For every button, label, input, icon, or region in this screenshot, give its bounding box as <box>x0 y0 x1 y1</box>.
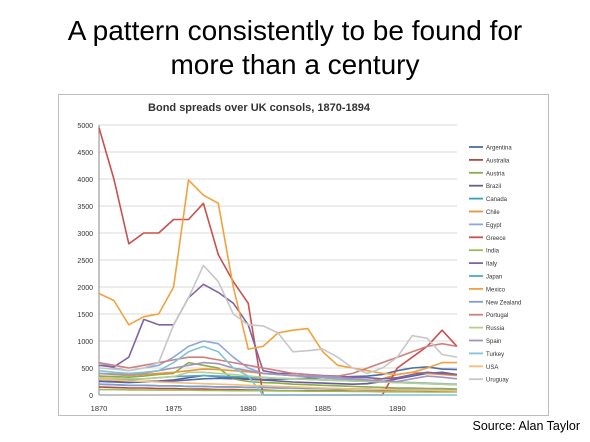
legend-label: Australia <box>486 158 510 164</box>
legend-label: USA <box>486 365 498 371</box>
legend-label: Argentina <box>486 146 512 152</box>
slide-title-line-2: more than a century <box>170 49 420 80</box>
y-tick-label: 4500 <box>77 150 93 157</box>
series-line-usa <box>98 378 458 392</box>
x-tick-label: 1885 <box>314 404 331 413</box>
x-tick-label: 1870 <box>91 404 108 413</box>
y-tick-label: 4000 <box>77 177 93 184</box>
legend-label: Turkey <box>486 352 504 358</box>
legend-label: Spain <box>486 339 501 345</box>
legend-label: India <box>486 249 500 255</box>
x-tick-label: 1875 <box>165 404 182 413</box>
series-line-turkey <box>98 345 457 396</box>
legend-label: New Zealand <box>486 300 521 306</box>
x-tick-label: 1890 <box>389 404 406 413</box>
legend-label: Uruguay <box>486 378 509 384</box>
source-note: Source: Alan Taylor <box>472 419 580 433</box>
legend-label: Mexico <box>486 287 506 293</box>
series-line-brazil <box>98 371 458 386</box>
legend-label: Egypt <box>486 223 502 229</box>
y-tick-label: 5000 <box>77 123 93 130</box>
y-tick-label: 0 <box>89 393 93 400</box>
series-line-russia <box>98 371 458 386</box>
legend-label: Canada <box>486 197 508 203</box>
x-tick-label: 1880 <box>240 404 257 413</box>
legend-label: Russia <box>486 326 505 332</box>
y-tick-label: 1500 <box>77 312 93 319</box>
series-line-italy <box>98 283 458 380</box>
legend-label: Brazil <box>486 184 501 190</box>
slide-title: A pattern consistently to be found for m… <box>0 14 590 82</box>
legend-label: Portugal <box>486 313 508 319</box>
y-tick-label: 3000 <box>77 231 93 238</box>
legend-label: Greece <box>486 236 506 242</box>
series-line-austria <box>98 361 458 390</box>
chart-frame: Bond spreads over UK consols, 1870-1894 … <box>58 94 549 416</box>
y-tick-label: 1000 <box>77 339 93 346</box>
y-tick-label: 2000 <box>77 285 93 292</box>
legend-label: Austria <box>486 171 505 177</box>
slide-title-line-1: A pattern consistently to be found for <box>67 15 523 46</box>
chart-title: Bond spreads over UK consols, 1870-1894 <box>148 102 371 114</box>
legend-label: Italy <box>486 262 497 268</box>
y-tick-label: 2500 <box>77 258 93 265</box>
series-line-uruguay <box>98 264 458 375</box>
legend-label: Chile <box>486 210 500 216</box>
series-line-mexico <box>98 179 457 376</box>
series-line-india <box>99 388 457 393</box>
y-tick-label: 3500 <box>77 204 93 211</box>
bond-spreads-chart: Bond spreads over UK consols, 1870-1894 … <box>77 102 521 413</box>
y-tick-label: 500 <box>81 366 93 373</box>
legend-label: Japan <box>486 275 502 281</box>
